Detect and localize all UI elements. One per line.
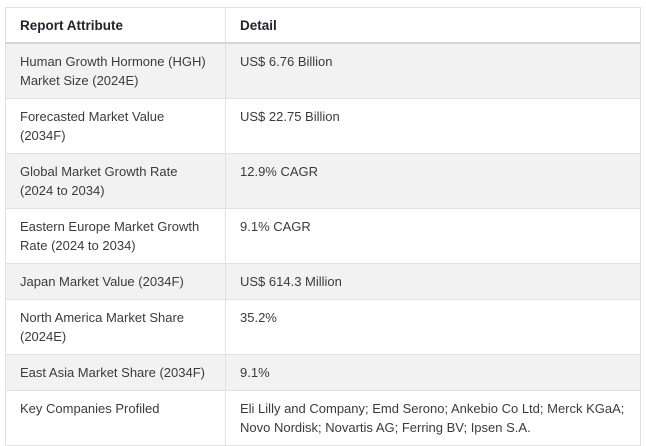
attribute-cell: North America Market Share (2024E) [5, 299, 226, 355]
detail-cell: US$ 614.3 Million [225, 263, 641, 300]
table-row: East Asia Market Share (2034F) 9.1% [5, 354, 641, 391]
attribute-cell: Key Companies Profiled [5, 390, 226, 446]
detail-cell: 9.1% [225, 354, 641, 391]
detail-cell: Eli Lilly and Company; Emd Serono; Ankeb… [225, 390, 641, 446]
report-attributes-table-container: Report Attribute Detail Human Growth Hor… [5, 7, 641, 446]
attribute-cell: Human Growth Hormone (HGH) Market Size (… [5, 42, 226, 99]
table-row: North America Market Share (2024E) 35.2% [5, 299, 641, 355]
table-header-row: Report Attribute Detail [5, 7, 641, 44]
detail-cell: US$ 22.75 Billion [225, 98, 641, 154]
detail-cell: 12.9% CAGR [225, 153, 641, 209]
attribute-cell: Global Market Growth Rate (2024 to 2034) [5, 153, 226, 209]
table-row: Key Companies Profiled Eli Lilly and Com… [5, 390, 641, 446]
column-header-detail: Detail [225, 7, 641, 44]
column-header-report-attribute: Report Attribute [5, 7, 226, 44]
table-row: Japan Market Value (2034F) US$ 614.3 Mil… [5, 263, 641, 300]
report-attributes-table: Report Attribute Detail Human Growth Hor… [5, 7, 641, 446]
detail-cell: 35.2% [225, 299, 641, 355]
table-row: Eastern Europe Market Growth Rate (2024 … [5, 208, 641, 264]
attribute-cell: Eastern Europe Market Growth Rate (2024 … [5, 208, 226, 264]
table-row: Forecasted Market Value (2034F) US$ 22.7… [5, 98, 641, 154]
attribute-cell: East Asia Market Share (2034F) [5, 354, 226, 391]
attribute-cell: Japan Market Value (2034F) [5, 263, 226, 300]
attribute-cell: Forecasted Market Value (2034F) [5, 98, 226, 154]
table-row: Global Market Growth Rate (2024 to 2034)… [5, 153, 641, 209]
table-row: Human Growth Hormone (HGH) Market Size (… [5, 42, 641, 99]
detail-cell: 9.1% CAGR [225, 208, 641, 264]
detail-cell: US$ 6.76 Billion [225, 42, 641, 99]
